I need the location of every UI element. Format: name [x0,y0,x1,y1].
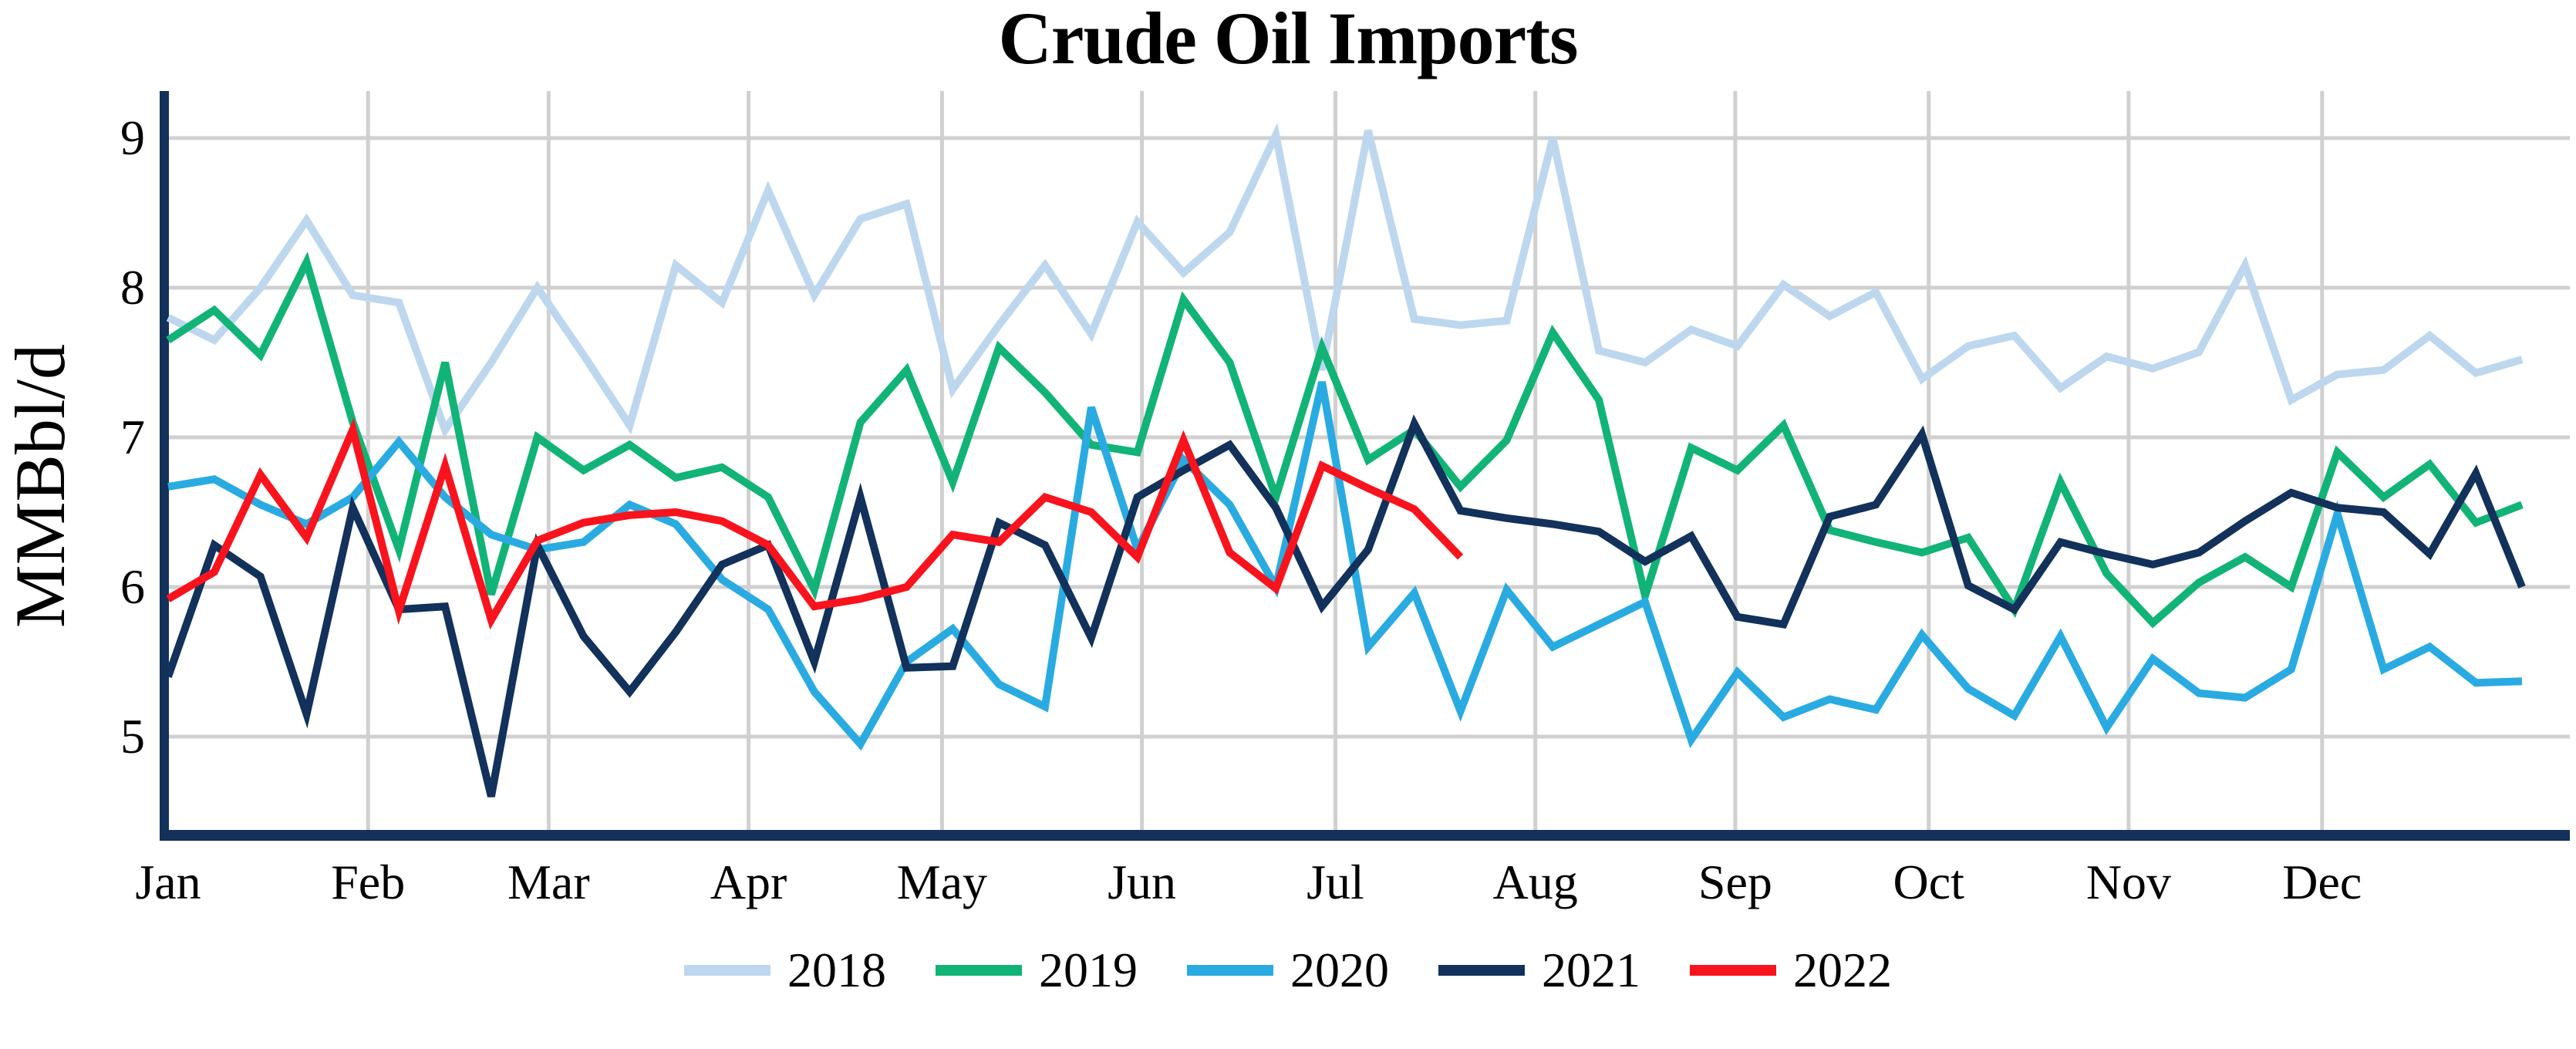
y-tick-label-7: 7 [120,410,145,464]
legend-swatch-2022 [1690,965,1776,976]
legend-item-2022: 2022 [1690,943,1892,998]
legend-item-2021: 2021 [1438,943,1640,998]
x-tick-label-jul: Jul [1307,855,1364,909]
y-tick-label-9: 9 [120,110,145,165]
series-2020-line [167,381,2523,751]
series-2022-line [166,417,1464,630]
x-tick-label-jun: Jun [1108,855,1177,909]
legend-item-2019: 2019 [936,943,1138,998]
x-tick-label-nov: Nov [2085,855,2172,909]
y-tick-label-6: 6 [120,559,145,614]
legend-swatch-2020 [1187,965,1273,976]
x-tick-label-feb: Feb [331,855,406,909]
x-tick-label-jan: Jan [135,855,201,909]
series-2018-line [166,123,2524,439]
legend-label-2021: 2021 [1542,943,1640,997]
legend-label-2018: 2018 [787,943,886,997]
x-tick-label-sep: Sep [1698,855,1772,909]
y-axis-line [160,91,169,841]
x-axis-line [160,830,2570,841]
legend-item-2020: 2020 [1187,943,1389,998]
legend-label-2022: 2022 [1793,943,1892,997]
y-tick-label-5: 5 [120,709,145,764]
x-tick-label-mar: Mar [507,855,590,909]
x-tick-label-dec: Dec [2282,855,2362,909]
legend-swatch-2019 [936,965,1022,976]
legend-swatch-2021 [1438,965,1525,976]
legend-item-2018: 2018 [684,943,886,998]
series-2019-line [166,251,2524,629]
x-tick-label-oct: Oct [1893,855,1964,909]
series-2021-line [164,414,2526,798]
x-tick-label-aug: Aug [1492,855,1578,909]
x-tick-label-apr: Apr [710,855,787,909]
legend-label-2020: 2020 [1290,943,1389,997]
y-tick-label-8: 8 [120,260,145,315]
legend-swatch-2018 [684,965,770,976]
legend: 2018 2019 2020 2021 2022 [0,943,2576,998]
legend-label-2019: 2019 [1039,943,1138,997]
chart-title: Crude Oil Imports [998,0,1579,79]
x-tick-label-may: May [896,855,988,909]
